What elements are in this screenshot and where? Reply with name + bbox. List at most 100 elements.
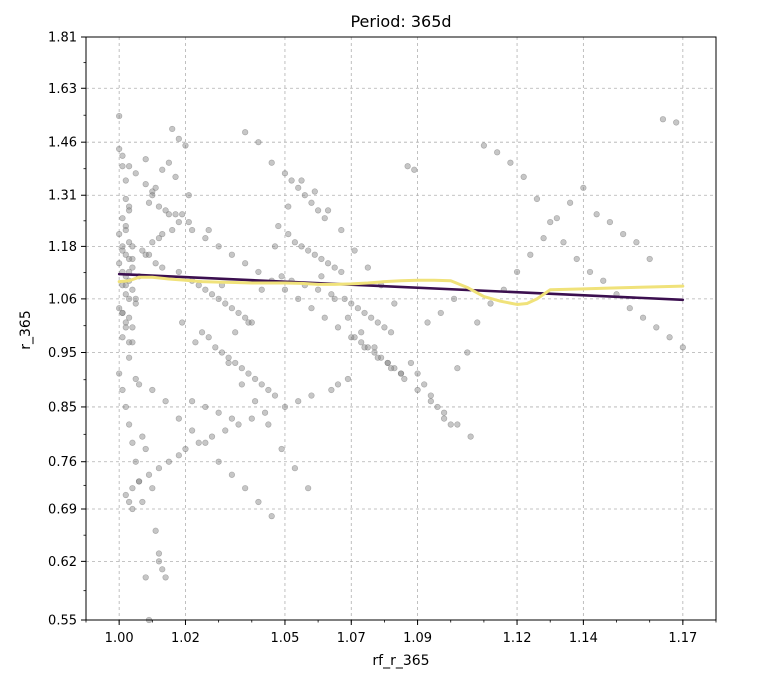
scatter-point	[427, 398, 434, 405]
scatter-point	[155, 550, 163, 557]
scatter-point	[328, 386, 335, 394]
scatter-point	[371, 344, 378, 351]
scatter-point	[119, 309, 126, 317]
scatter-point	[348, 300, 355, 307]
scatter-point	[182, 142, 189, 149]
scatter-point	[265, 421, 272, 428]
scatter-point	[122, 195, 129, 203]
scatter-point	[527, 251, 534, 258]
x-tick-label: 1.17	[668, 631, 697, 646]
y-tick-label: 1.06	[48, 292, 77, 307]
y-axis: 0.55 0.62 0.69 0.76 0.85 0.95 1.06 1.18 1.31 1.46…	[48, 31, 86, 629]
scatter-point	[126, 339, 133, 346]
scatter-point	[126, 314, 133, 321]
x-tick-label: 1.14	[569, 631, 598, 646]
scatter-point	[142, 156, 149, 163]
scatter-point	[659, 116, 667, 123]
scatter-point	[334, 381, 342, 388]
scatter-point	[139, 247, 146, 254]
scatter-point	[311, 188, 318, 195]
scatter-point	[301, 192, 308, 199]
scatter-point	[480, 142, 487, 149]
scatter-point	[338, 226, 345, 234]
scatter-point	[348, 334, 355, 341]
scatter-point	[149, 239, 156, 246]
scatter-point	[116, 230, 123, 238]
scatter-point	[354, 305, 361, 312]
scatter-point	[258, 286, 265, 293]
scatter-point	[129, 439, 136, 446]
scatter-point	[119, 152, 126, 159]
scatter-point	[116, 112, 123, 120]
scatter-point	[295, 295, 302, 302]
scatter-point	[122, 403, 129, 411]
scatter-point	[235, 421, 242, 428]
scatter-point	[285, 230, 292, 238]
scatter-point	[129, 505, 136, 513]
scatter-point	[281, 170, 289, 177]
plot-frame	[85, 36, 717, 621]
scatter-point	[281, 403, 289, 411]
scatter-point	[573, 255, 580, 263]
scatter-point	[404, 163, 411, 170]
scatter-point	[411, 166, 418, 173]
scatter-point	[361, 309, 368, 317]
scatter-point	[225, 359, 232, 367]
scatter-point	[132, 170, 139, 177]
scatter-point	[172, 211, 179, 218]
scatter-point	[222, 427, 229, 434]
scatter-point	[281, 286, 289, 293]
scatter-point	[126, 255, 133, 263]
y-tick-label: 0.69	[48, 503, 77, 518]
scatter-point	[374, 354, 381, 361]
scatter-point	[288, 177, 295, 184]
scatter-point	[179, 211, 186, 218]
scatter-point	[225, 354, 232, 361]
scatter-point	[149, 192, 156, 199]
scatter-point	[308, 392, 315, 399]
scatter-point	[122, 226, 129, 234]
scatter-point	[145, 251, 153, 258]
scatter-point	[228, 305, 235, 312]
scatter-point	[145, 471, 153, 478]
scatter-point	[271, 243, 279, 250]
scatter-point	[232, 329, 239, 336]
scatter-point	[139, 433, 146, 440]
scatter-point	[467, 433, 474, 440]
scatter-point	[368, 314, 375, 321]
scatter-point	[172, 173, 179, 181]
scatter-point	[175, 415, 182, 422]
scatter-point	[285, 203, 292, 210]
scatter-point	[533, 195, 541, 203]
scatter-point	[165, 159, 172, 166]
scatter-point	[122, 177, 129, 184]
scatter-point	[189, 226, 196, 234]
scatter-point	[132, 295, 139, 302]
scatter-point	[407, 359, 415, 367]
scatter-point	[278, 445, 285, 453]
scatter-point	[238, 365, 245, 372]
scatter-point	[129, 339, 136, 346]
scatter-point	[235, 309, 242, 317]
scatter-point	[268, 159, 275, 166]
scatter-point	[414, 386, 421, 394]
scatter-point	[185, 219, 192, 226]
scatter-point	[454, 365, 461, 372]
scatter-point	[155, 235, 163, 242]
scatter-point	[454, 421, 461, 428]
scatter-point	[142, 251, 149, 258]
scatter-point	[351, 334, 358, 341]
scatter-point	[165, 458, 172, 465]
scatter-point	[165, 211, 172, 218]
scatter-point	[215, 295, 222, 302]
scatter-point	[228, 415, 235, 422]
scatter-point	[298, 243, 305, 250]
scatter-point	[198, 329, 206, 336]
y-tick-label: 0.62	[48, 555, 77, 570]
scatter-point	[384, 359, 391, 367]
scatter-point	[132, 458, 139, 465]
scatter-point	[245, 370, 252, 377]
scatter-point	[391, 300, 398, 307]
scatter-point	[238, 381, 245, 388]
